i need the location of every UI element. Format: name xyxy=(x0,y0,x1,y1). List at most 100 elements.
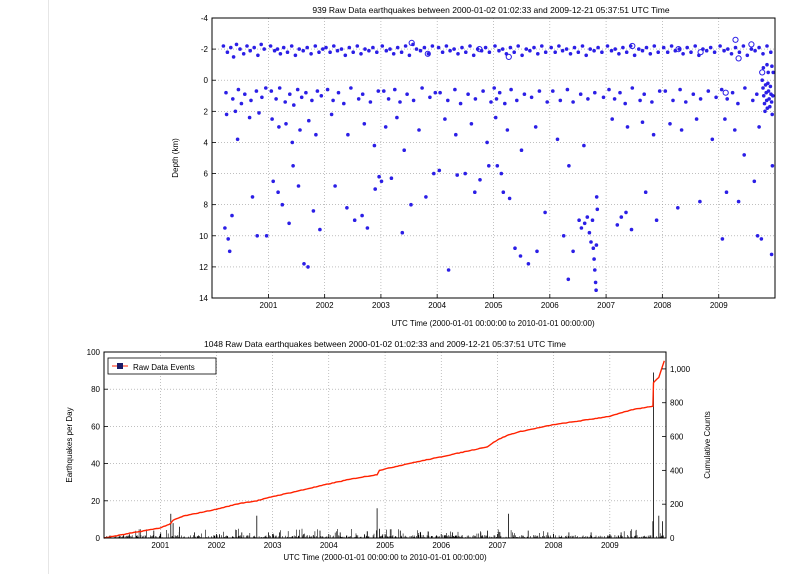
quake-point xyxy=(359,52,363,56)
quake-point xyxy=(430,44,435,48)
quake-point xyxy=(371,45,375,50)
quake-point xyxy=(708,45,713,50)
quake-point xyxy=(718,44,722,48)
quake-point xyxy=(767,97,771,101)
quake-point xyxy=(749,47,754,51)
quake-point xyxy=(640,48,645,53)
quake-point xyxy=(241,52,246,56)
quake-point xyxy=(500,47,505,51)
quake-point xyxy=(225,50,230,54)
quake-point xyxy=(453,87,457,92)
quake-point xyxy=(455,173,460,177)
quake-point xyxy=(493,115,498,120)
quake-point xyxy=(518,254,523,258)
quake-point xyxy=(757,125,761,129)
quake-point-large xyxy=(732,36,739,43)
quake-point xyxy=(509,87,513,92)
quake-point-large xyxy=(476,46,483,53)
quake-point xyxy=(724,190,729,194)
quake-point xyxy=(621,45,625,50)
quake-point xyxy=(422,45,427,50)
quake-point xyxy=(275,47,280,51)
quake-point xyxy=(280,202,285,207)
quake-point-large xyxy=(748,41,755,48)
quake-point xyxy=(276,190,280,194)
quake-point xyxy=(487,50,492,54)
quake-point xyxy=(656,50,660,54)
quake-point xyxy=(582,143,586,148)
quake-point xyxy=(719,87,724,92)
quake-point xyxy=(661,45,666,50)
quake-point xyxy=(436,45,441,50)
quake-point xyxy=(317,50,321,54)
quake-point xyxy=(593,268,597,272)
quake-point xyxy=(743,86,747,90)
quake-point xyxy=(250,195,255,199)
quake-point xyxy=(468,44,472,48)
quake-point xyxy=(545,100,549,104)
quake-point xyxy=(768,104,772,109)
quake-point xyxy=(336,90,341,95)
quake-point xyxy=(753,48,757,53)
quake-point xyxy=(456,52,460,56)
quake-point xyxy=(595,207,600,212)
quake-point xyxy=(368,100,373,104)
quake-point xyxy=(264,234,269,238)
quake-point xyxy=(226,237,230,241)
quake-point xyxy=(536,52,540,56)
quake-point xyxy=(590,218,595,222)
quake-point xyxy=(558,98,563,103)
quake-point xyxy=(278,52,283,56)
quake-point xyxy=(537,89,542,93)
quake-point xyxy=(637,47,641,51)
quake-point-large xyxy=(722,89,729,96)
events-y-tick-label: 60 xyxy=(91,422,100,431)
depth-chart-x-ticks: 2001 2002 2003 2004 2005 2006 2007 2008 2009 xyxy=(260,294,728,310)
events-x-tick-label: 2008 xyxy=(545,541,563,550)
quake-point xyxy=(297,47,302,51)
quake-point xyxy=(549,45,553,50)
quake-point xyxy=(335,48,340,53)
quake-point xyxy=(615,223,620,227)
depth-y-tick-label: 2 xyxy=(204,107,209,116)
quake-point xyxy=(741,44,746,48)
quake-point xyxy=(665,50,670,54)
quake-point xyxy=(469,122,474,126)
quake-point xyxy=(328,50,332,54)
quake-point xyxy=(227,249,232,254)
quake-point xyxy=(582,221,587,226)
quake-point xyxy=(302,262,306,266)
quake-point xyxy=(248,48,252,53)
quake-point xyxy=(360,213,364,218)
quake-point xyxy=(585,215,590,219)
quake-point xyxy=(306,265,310,269)
quake-point xyxy=(349,86,353,90)
quake-point xyxy=(388,47,392,51)
quake-point xyxy=(395,115,399,120)
quake-point xyxy=(592,48,596,53)
quake-point xyxy=(771,70,775,75)
quake-point xyxy=(497,48,501,53)
quake-point xyxy=(596,45,600,50)
quake-point xyxy=(324,45,328,50)
quake-point-large xyxy=(697,49,704,56)
quake-point xyxy=(567,164,571,168)
quake-point-large xyxy=(735,55,742,62)
quake-point xyxy=(736,199,741,204)
quake-point xyxy=(503,101,507,106)
quake-point xyxy=(424,195,428,199)
quake-point xyxy=(454,132,458,137)
quake-point xyxy=(613,47,617,51)
quake-point-large xyxy=(759,69,766,76)
quake-point xyxy=(463,171,468,176)
depth-chart-title: 939 Raw Data earthquakes between 2000-01… xyxy=(312,5,670,15)
quake-point xyxy=(428,95,432,100)
quake-point xyxy=(759,237,764,241)
quake-point xyxy=(676,206,680,210)
quake-point xyxy=(254,89,259,93)
quake-point xyxy=(223,226,227,230)
quake-point xyxy=(529,95,534,100)
quake-point xyxy=(752,179,757,184)
quake-point xyxy=(351,50,356,54)
quake-point xyxy=(733,45,738,50)
